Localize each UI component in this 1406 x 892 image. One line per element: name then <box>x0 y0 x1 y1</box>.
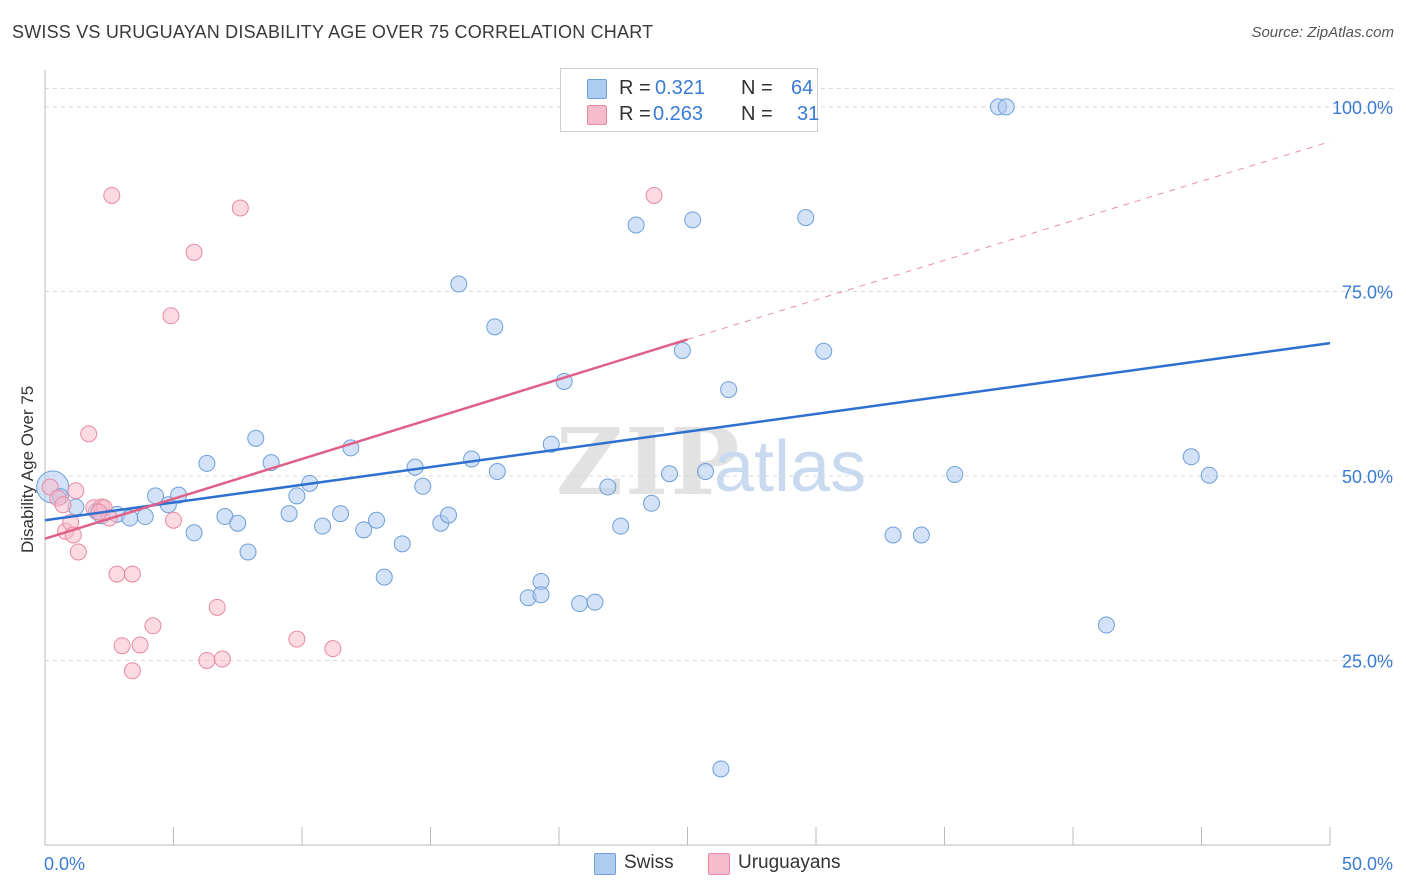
swiss-point <box>661 465 679 483</box>
swiss-point <box>684 211 702 229</box>
swiss-point <box>393 535 411 553</box>
uruguayan-point <box>113 637 131 655</box>
swiss-point <box>673 341 691 359</box>
y-tick-label: 75.0% <box>1342 282 1393 302</box>
uruguayan-point <box>80 425 98 443</box>
swiss-point <box>586 593 604 611</box>
swiss-point <box>280 505 298 523</box>
uruguayan-r-value: 0.263 <box>653 103 704 125</box>
uruguayan-swatch <box>587 105 607 125</box>
uruguayan-point <box>165 511 182 529</box>
uruguayan-point <box>324 640 342 658</box>
swiss-point <box>439 506 457 524</box>
bottom-swiss-swatch <box>594 853 616 875</box>
swiss-point <box>368 511 386 529</box>
swiss-point <box>450 275 468 293</box>
swiss-point <box>997 98 1015 116</box>
swiss-point <box>198 454 216 472</box>
swiss-point <box>720 381 738 399</box>
swiss-r-value: 0.321 <box>655 77 706 99</box>
swiss-point <box>406 458 424 476</box>
chart-title: SWISS VS URUGUAYAN DISABILITY AGE OVER 7… <box>12 22 654 42</box>
uruguayan-point <box>213 650 231 668</box>
bottom-uruguayans-label: Uruguayans <box>738 852 841 873</box>
swiss-point <box>463 450 481 468</box>
uruguayan-point <box>69 543 87 561</box>
swiss-point <box>797 209 815 227</box>
swiss-point <box>375 568 393 586</box>
swiss-point <box>185 524 203 542</box>
swiss-point <box>542 435 560 453</box>
swiss-point <box>247 429 265 447</box>
uruguayan-point <box>645 186 663 204</box>
stats-legend: R = 0.321 N = 64 R = 0.263 N = 31 <box>560 68 820 132</box>
swiss-point <box>1097 616 1115 634</box>
uruguayan-point <box>131 636 149 654</box>
uruguayan-point <box>162 307 180 325</box>
swiss-point <box>532 586 550 604</box>
x-tick-label-min: 0.0% <box>44 854 85 874</box>
swiss-point <box>355 521 373 539</box>
bottom-swiss-label: Swiss <box>624 852 674 873</box>
swiss-point <box>884 526 902 544</box>
swiss-point <box>486 318 504 336</box>
swiss-trend-line <box>44 341 1331 522</box>
uruguayan-point <box>108 565 126 583</box>
y-tick-label: 50.0% <box>1342 467 1393 487</box>
uruguayan-point <box>208 598 226 616</box>
x-tick-label-max: 50.0% <box>1342 854 1393 874</box>
swiss-point <box>414 477 432 495</box>
swiss-point <box>912 526 930 544</box>
swiss-point <box>946 465 964 483</box>
swiss-point <box>815 342 833 360</box>
swiss-swatch <box>587 79 607 99</box>
uruguayan-point <box>123 662 141 680</box>
y-tick-label: 100.0% <box>1332 98 1393 118</box>
swiss-point <box>1200 466 1218 484</box>
uruguayan-point <box>123 565 141 583</box>
swiss-n-label: N = <box>741 77 773 99</box>
uruguayan-point <box>144 617 162 635</box>
swiss-point <box>239 543 257 561</box>
swiss-point <box>612 517 630 535</box>
uruguayan-point <box>288 630 306 648</box>
swiss-point <box>332 505 350 523</box>
uruguayan-point <box>67 482 85 500</box>
uruguayan-point <box>198 651 216 669</box>
swiss-point <box>229 514 247 532</box>
uruguayan-trend-line <box>44 338 688 540</box>
uruguayan-point <box>54 496 72 514</box>
y-axis-label: Disability Age Over 75 <box>18 385 37 553</box>
uruguayan-n-value: 31 <box>797 103 820 125</box>
uruguayan-n-label: N = <box>741 103 773 125</box>
swiss-point <box>712 760 730 778</box>
swiss-point <box>1182 448 1200 466</box>
y-tick-label: 25.0% <box>1342 651 1393 671</box>
watermark-atlas: atlas <box>714 427 867 507</box>
swiss-point <box>136 508 154 526</box>
swiss-point <box>643 494 661 512</box>
swiss-point <box>696 463 714 481</box>
uruguayan-point <box>103 186 121 204</box>
swiss-point <box>627 216 645 234</box>
swiss-point <box>571 595 589 613</box>
swiss-point <box>599 478 617 496</box>
swiss-n-value: 64 <box>791 77 814 99</box>
uruguayan-point <box>231 199 249 217</box>
uruguayan-trend-extension <box>687 141 1331 340</box>
bottom-uruguayans-swatch <box>708 853 730 875</box>
swiss-point <box>488 463 506 481</box>
swiss-point <box>288 487 306 505</box>
uruguayan-r-label: R = <box>619 103 651 125</box>
uruguayan-point <box>185 243 203 261</box>
source-note: Source: ZipAtlas.com <box>1251 24 1394 41</box>
swiss-r-label: R = <box>619 77 651 99</box>
swiss-point <box>314 517 332 535</box>
